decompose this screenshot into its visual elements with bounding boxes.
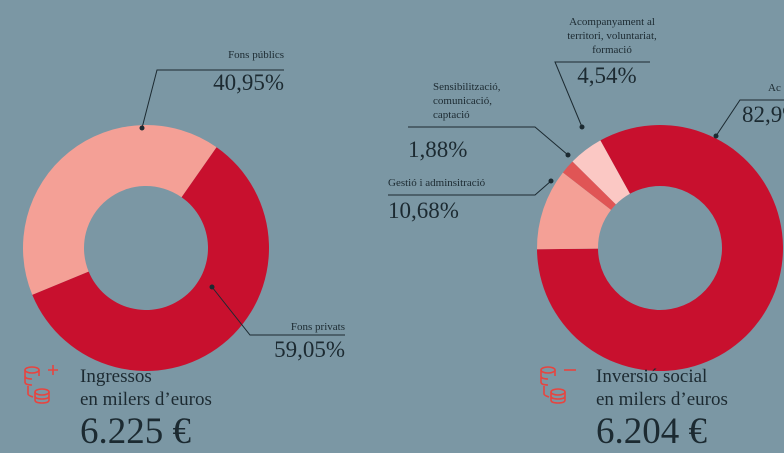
- income-icon: [24, 365, 58, 404]
- leader-line: [211, 286, 345, 336]
- slice: [537, 125, 783, 372]
- leader-dot: [548, 178, 554, 184]
- chart-total: 6.204 €: [596, 411, 707, 452]
- slice-name: Fons públics: [228, 49, 284, 61]
- leader-dot: [565, 152, 571, 158]
- slice-value: 59,05%: [274, 337, 345, 362]
- slice-name: Ac: [768, 82, 781, 94]
- leader-dot: [579, 124, 585, 130]
- slice: [23, 125, 217, 295]
- slice: [562, 161, 616, 210]
- leader-dot: [209, 284, 215, 290]
- slice-value: 82,9%: [742, 102, 784, 127]
- slice: [537, 172, 612, 250]
- slice-name: Gestió i adminsitració: [388, 177, 486, 189]
- slice-name: Fons privats: [290, 321, 345, 333]
- slice-name: Sensibilització, comunicació, captació: [433, 81, 501, 121]
- leader-line: [141, 69, 284, 129]
- slice-name: Acompanyament al territori, voluntariat,…: [567, 16, 657, 56]
- slice-value: 4,54%: [577, 63, 637, 88]
- chart-total: 6.225 €: [80, 411, 191, 452]
- chart-title: Ingressos: [80, 366, 152, 387]
- spending-icon: [540, 366, 576, 404]
- leader-line: [554, 61, 650, 128]
- chart-title: Inversió social: [596, 366, 708, 387]
- leader-dot: [713, 133, 719, 139]
- leader-line: [388, 180, 552, 196]
- slice-value: 10,68%: [388, 198, 459, 223]
- slice: [572, 140, 630, 205]
- slice: [32, 147, 270, 372]
- leader-line: [408, 126, 569, 156]
- leader-line: [715, 99, 784, 137]
- leader-dot: [139, 125, 145, 131]
- chart-subtitle: en milers d’euros: [80, 389, 212, 410]
- slice-value: 1,88%: [408, 137, 468, 162]
- chart-subtitle: en milers d’euros: [596, 389, 728, 410]
- slice-value: 40,95%: [213, 70, 284, 95]
